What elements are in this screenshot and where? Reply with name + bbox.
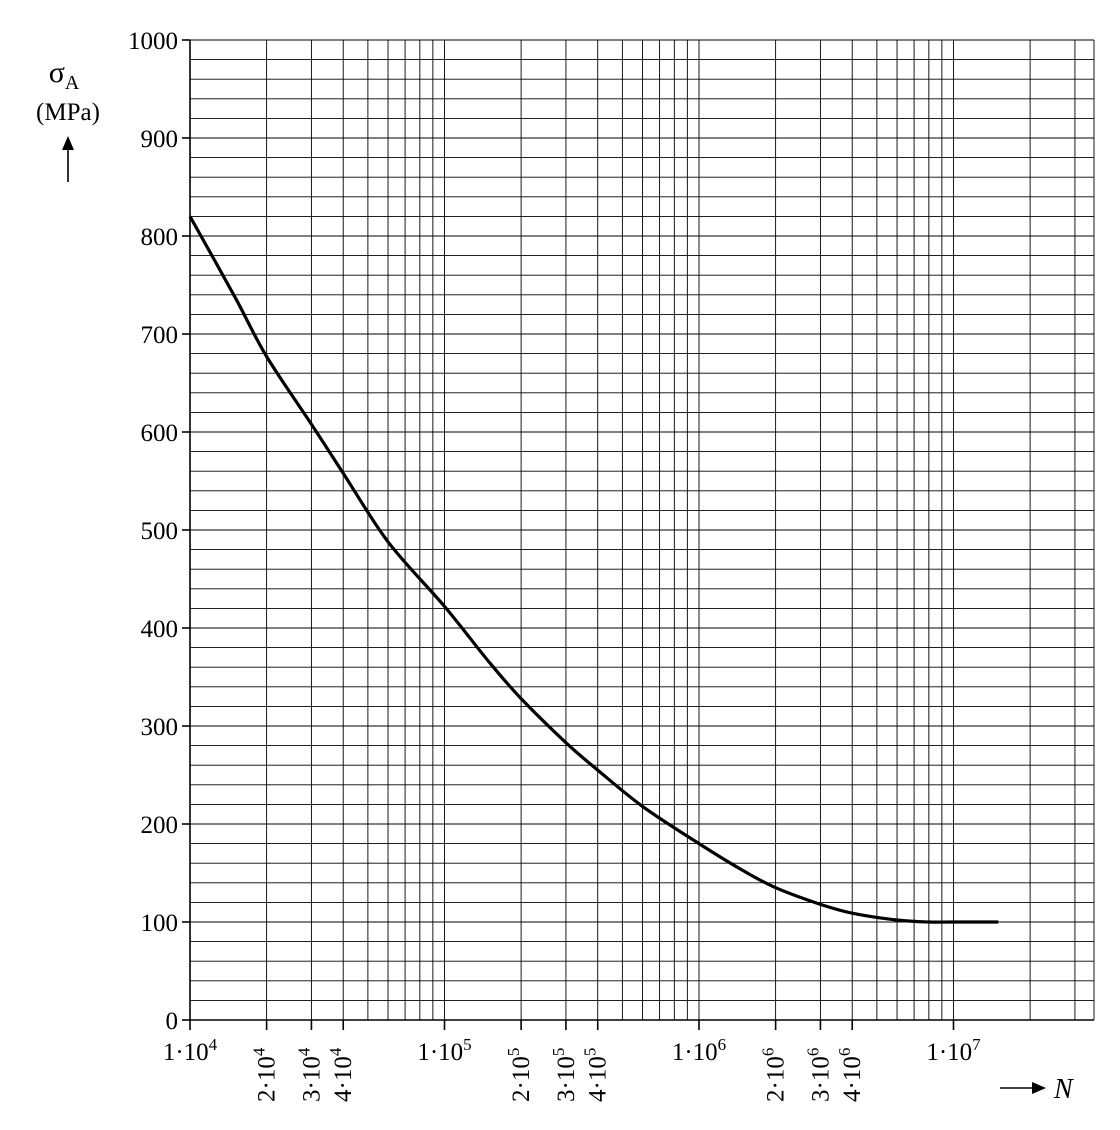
x-tick-label: 3·104	[294, 1047, 325, 1102]
y-axis-title-symbol: σA	[49, 56, 80, 94]
x-axis-arrow-head	[1032, 1082, 1046, 1094]
y-tick-label: 900	[141, 126, 179, 153]
x-tick-label: 4·105	[581, 1048, 612, 1102]
x-tick-label: 4·104	[326, 1047, 357, 1102]
x-axis-title: N	[1053, 1074, 1074, 1105]
x-tick-label: 4·106	[835, 1048, 866, 1102]
x-tick-label-rotated: 2·104	[250, 1047, 281, 1102]
x-tick-label: 1·104	[163, 1035, 218, 1066]
y-tick-label: 0	[166, 1008, 179, 1035]
y-tick-label: 800	[141, 224, 179, 251]
y-axis-arrow-head	[62, 136, 74, 150]
y-tick-label: 700	[141, 322, 179, 349]
x-tick-label: 1·106	[672, 1035, 726, 1066]
y-tick-label: 600	[141, 420, 179, 447]
y-tick-label: 400	[141, 616, 179, 643]
y-tick-label: 300	[141, 714, 179, 741]
x-tick-label: 2·106	[759, 1048, 790, 1102]
x-tick-label: 2·104	[250, 1047, 281, 1102]
x-tick-label-rotated: 3·106	[803, 1048, 834, 1102]
x-tick-label: 3·105	[549, 1048, 580, 1102]
grid	[190, 39, 1095, 1020]
x-tick-label: 2·105	[504, 1048, 535, 1102]
x-tick-label: 3·106	[803, 1048, 834, 1102]
x-tick-label: 1·107	[926, 1035, 981, 1066]
y-tick-label: 500	[141, 518, 179, 545]
x-tick-label: 1·105	[417, 1035, 471, 1066]
x-tick-label-rotated: 4·105	[581, 1048, 612, 1102]
axis-titles: σA (MPa) N	[36, 56, 1074, 1105]
x-tick-label-rotated: 3·105	[549, 1048, 580, 1102]
y-tick-label: 1000	[128, 28, 178, 55]
y-tick-label: 100	[141, 910, 179, 937]
x-tick-label-rotated: 2·105	[504, 1048, 535, 1102]
x-tick-label-rotated: 4·104	[326, 1047, 357, 1102]
x-tick-label-rotated: 3·104	[294, 1047, 325, 1102]
y-axis-title-unit: (MPa)	[36, 99, 100, 126]
y-tick-label: 200	[141, 812, 179, 839]
y-tick-labels: 0 100 200 300 400 500 600 700 800 900 1000	[128, 28, 190, 1035]
series	[188, 215, 999, 924]
x-tick-label-rotated: 4·106	[835, 1048, 866, 1102]
sn-curve	[188, 215, 999, 924]
x-tick-label-rotated: 2·106	[759, 1048, 790, 1102]
